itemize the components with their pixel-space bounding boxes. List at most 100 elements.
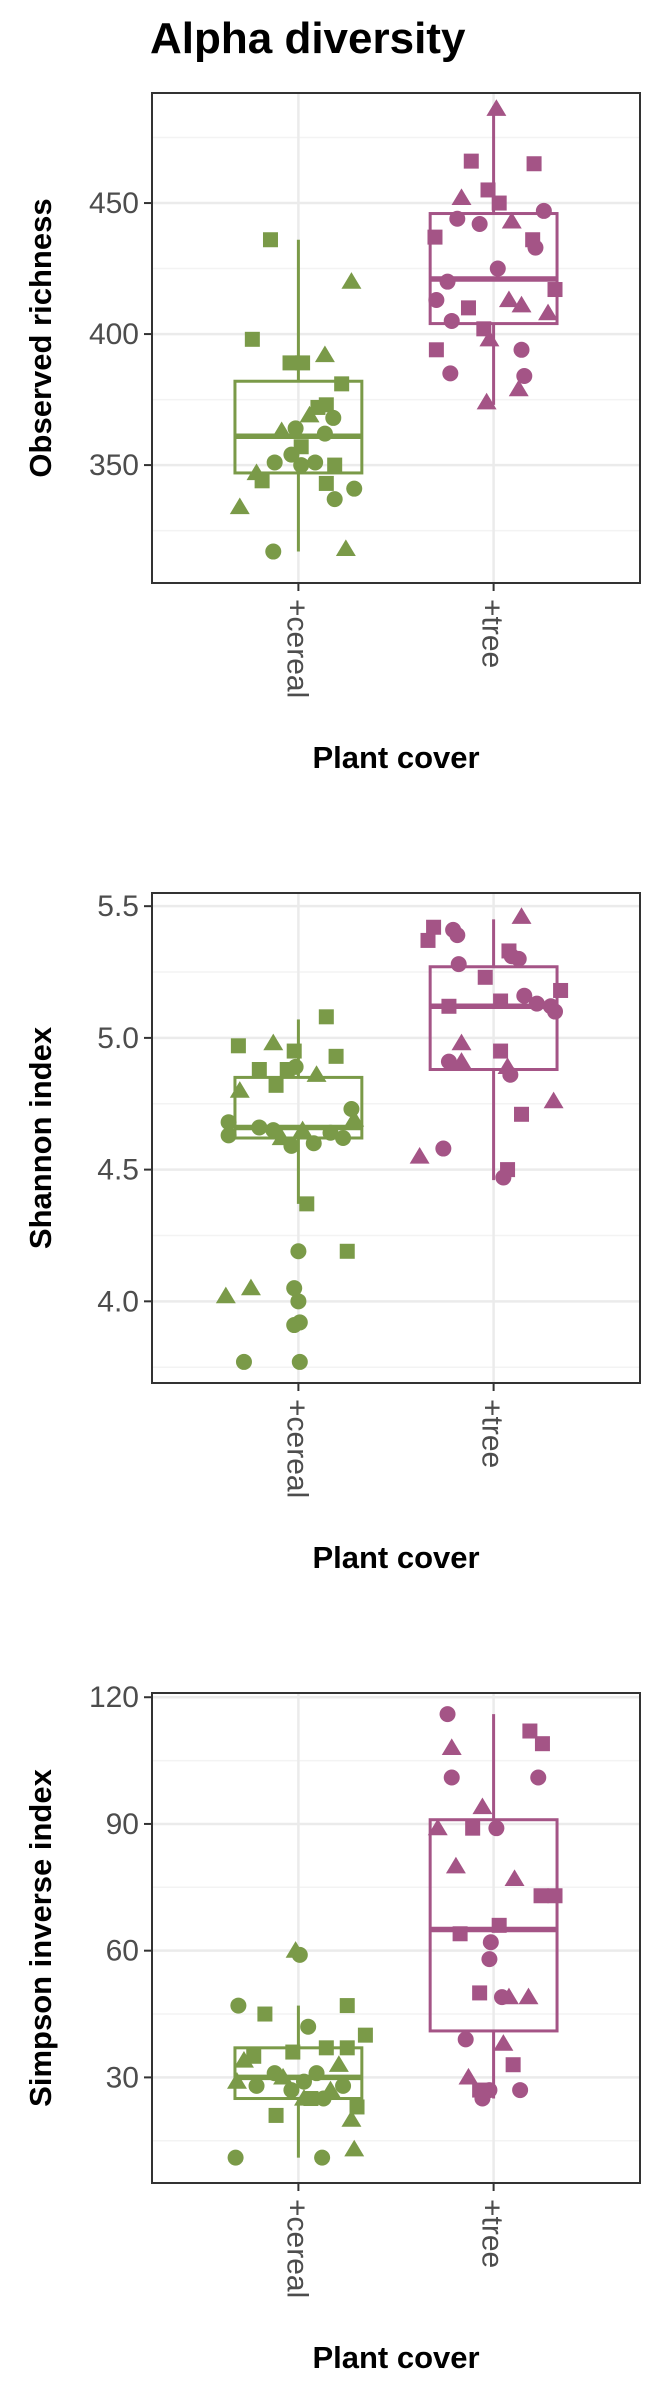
data-point-square bbox=[477, 969, 493, 985]
data-point-square bbox=[282, 355, 298, 371]
data-point-triangle bbox=[498, 290, 519, 308]
data-point-triangle bbox=[294, 2089, 314, 2106]
data-point-triangle bbox=[441, 1738, 462, 1756]
data-point-square bbox=[428, 342, 444, 358]
data-point-triangle bbox=[498, 1987, 519, 2005]
data-point-square bbox=[547, 282, 563, 298]
data-point-circle bbox=[290, 1243, 307, 1260]
data-point-square bbox=[463, 153, 479, 169]
x-tick-label-tree: +tree bbox=[476, 1399, 509, 1468]
panel-shannon-index: 4.0 4.5 5.0 5.5 +cereal +tree Plant cover Shann… bbox=[23, 890, 641, 1575]
data-point-circle bbox=[305, 1135, 322, 1152]
data-point-circle bbox=[283, 2082, 300, 2099]
data-point-square bbox=[553, 982, 569, 998]
data-point-circle bbox=[547, 1003, 564, 1020]
data-point-square bbox=[441, 998, 457, 1014]
data-point-circle bbox=[474, 2090, 491, 2107]
data-point-circle bbox=[443, 312, 460, 329]
data-point-circle bbox=[530, 1769, 547, 1786]
data-point-circle bbox=[482, 1934, 499, 1951]
data-point-triangle bbox=[409, 1146, 430, 1164]
data-point-circle bbox=[235, 1353, 252, 1370]
data-point-circle bbox=[283, 1137, 300, 1154]
data-point-circle bbox=[283, 446, 300, 463]
data-point-circle bbox=[435, 1140, 452, 1157]
data-point-circle bbox=[300, 2018, 317, 2035]
data-point-triangle bbox=[233, 2051, 254, 2068]
data-point-circle bbox=[248, 2077, 265, 2094]
data-point-square bbox=[285, 2044, 301, 2060]
data-point-square bbox=[244, 331, 260, 347]
data-point-triangle bbox=[227, 2072, 247, 2089]
data-point-circle bbox=[315, 2090, 332, 2107]
data-point-circle bbox=[266, 454, 283, 471]
data-point-triangle bbox=[504, 1869, 525, 1886]
data-point-triangle bbox=[511, 295, 532, 313]
data-point-square bbox=[279, 1062, 295, 1078]
y-tick-label: 60 bbox=[106, 1935, 139, 1968]
data-point-square bbox=[268, 1077, 284, 1093]
data-point-triangle bbox=[543, 1091, 564, 1109]
x-axis-title: Plant cover bbox=[312, 1540, 479, 1575]
data-point-triangle bbox=[271, 421, 292, 439]
data-point-circle bbox=[457, 2031, 474, 2048]
data-point-triangle bbox=[292, 1120, 313, 1138]
data-point-square bbox=[505, 2057, 521, 2073]
data-point-triangle bbox=[263, 1033, 284, 1051]
box-iqr bbox=[428, 1818, 559, 2033]
y-tick-label: 350 bbox=[89, 449, 139, 482]
y-tick-label: 90 bbox=[106, 1808, 139, 1841]
box-iqr bbox=[428, 212, 559, 326]
panel-border bbox=[151, 1692, 641, 2184]
data-point-triangle bbox=[341, 2110, 362, 2127]
data-point-circle bbox=[450, 956, 467, 973]
panel-simpson-inverse-index: 30 60 90 120 +cereal +tree Plant cover Simpson … bbox=[23, 1681, 641, 2375]
x-tick-label-cereal: +cereal bbox=[280, 599, 313, 698]
data-points bbox=[227, 1706, 563, 2166]
y-tick-label: 5.0 bbox=[97, 1022, 139, 1055]
data-point-circle bbox=[286, 1280, 303, 1297]
data-point-triangle bbox=[273, 2067, 294, 2085]
data-point-circle bbox=[251, 1119, 268, 1136]
data-point-circle bbox=[428, 292, 445, 309]
y-tick-label: 4.0 bbox=[97, 1285, 139, 1318]
data-point-circle bbox=[449, 210, 466, 227]
data-point-triangle bbox=[306, 1065, 327, 1082]
data-point-circle bbox=[326, 491, 343, 508]
data-point-triangle bbox=[328, 2055, 349, 2072]
y-tick-label: 400 bbox=[89, 318, 139, 351]
data-point-circle bbox=[439, 1706, 456, 1723]
data-point-square bbox=[357, 2027, 373, 2043]
data-point-square bbox=[286, 1043, 302, 1059]
data-point-square bbox=[526, 156, 542, 172]
data-point-circle bbox=[440, 1053, 457, 1070]
data-point-square bbox=[522, 1723, 538, 1739]
data-point-circle bbox=[265, 1122, 282, 1139]
data-point-square bbox=[230, 1038, 246, 1054]
data-point-circle bbox=[527, 239, 544, 256]
data-point-circle bbox=[291, 1946, 308, 1963]
data-point-triangle bbox=[451, 1033, 472, 1051]
data-point-square bbox=[334, 376, 350, 392]
data-point-triangle bbox=[508, 379, 529, 397]
y-tick-label: 4.5 bbox=[97, 1154, 139, 1187]
data-point-triangle bbox=[451, 1052, 472, 1069]
x-tick-label-tree: +tree bbox=[476, 2199, 509, 2268]
data-point-square bbox=[251, 1062, 267, 1078]
data-point-square bbox=[268, 2107, 284, 2123]
data-point-circle bbox=[287, 420, 304, 437]
data-point-square bbox=[427, 229, 443, 245]
data-point-circle bbox=[335, 2077, 352, 2094]
data-point-circle bbox=[513, 341, 530, 358]
data-point-square bbox=[476, 321, 492, 337]
data-point-circle bbox=[314, 2149, 331, 2166]
data-point-triangle bbox=[344, 1110, 365, 1127]
data-point-square bbox=[452, 1926, 468, 1942]
panel-background bbox=[152, 1693, 640, 2183]
y-axis-title: Simpson inverse index bbox=[23, 1768, 58, 2106]
data-point-circle bbox=[291, 1353, 308, 1370]
y-tick-label: 120 bbox=[89, 1681, 139, 1714]
data-point-circle bbox=[343, 1101, 360, 1118]
data-point-triangle bbox=[299, 405, 320, 423]
